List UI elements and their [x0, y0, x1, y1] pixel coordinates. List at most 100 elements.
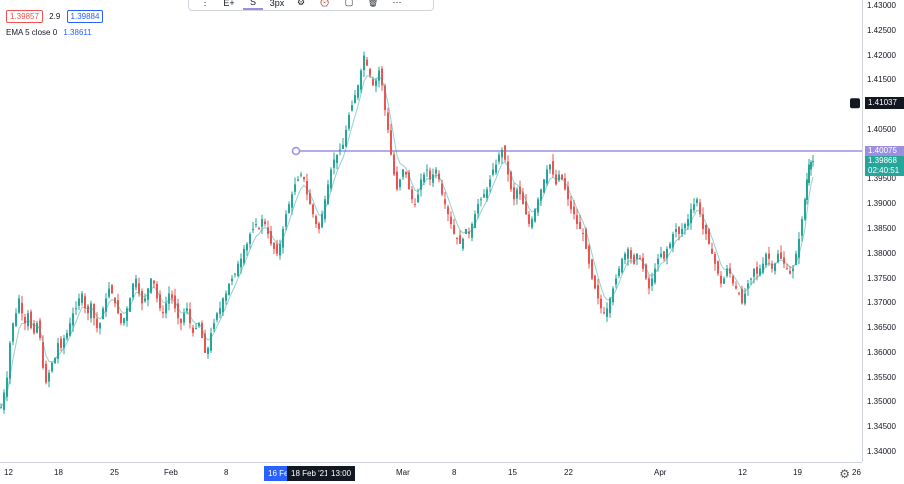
candle: [426, 164, 428, 177]
candle: [192, 324, 194, 337]
candle: [603, 306, 605, 315]
candle: [615, 274, 617, 289]
candle: [108, 282, 110, 299]
candle: [183, 308, 185, 326]
candle: [477, 198, 479, 219]
candle: [186, 302, 188, 315]
candle: [375, 78, 377, 93]
price-chart[interactable]: [0, 0, 862, 462]
candle: [579, 214, 581, 230]
alert-icon[interactable]: ⏰: [319, 0, 331, 7]
price-tick-label: 1.36000: [867, 347, 896, 357]
candle: [690, 203, 692, 230]
candle: [111, 283, 113, 294]
candle: [582, 228, 584, 242]
delete-icon[interactable]: 🗑: [367, 0, 379, 7]
candle: [249, 232, 251, 249]
candle: [252, 221, 254, 233]
candle: [102, 306, 104, 320]
range-end-chip[interactable]: 18 Feb '21: [287, 466, 333, 481]
candle: [543, 178, 545, 194]
candle: [558, 170, 560, 183]
candle: [621, 257, 623, 274]
candle: [498, 152, 500, 165]
candle: [246, 242, 248, 256]
candle: [444, 191, 446, 209]
candle: [57, 337, 59, 364]
candle: [216, 311, 218, 323]
candle: [351, 100, 353, 112]
candle: [812, 155, 814, 167]
candle: [159, 290, 161, 312]
price-scale[interactable]: 1.430001.425001.420001.415001.410001.405…: [862, 0, 904, 462]
more-icon[interactable]: ⋯: [392, 0, 402, 7]
candle: [321, 210, 323, 229]
candle: [162, 305, 164, 319]
line-width-icon[interactable]: 3px: [269, 0, 285, 8]
range-start-chip[interactable]: 16 Fe: [264, 466, 293, 481]
range-time-chip[interactable]: 13:00: [327, 466, 356, 481]
candle: [753, 268, 755, 284]
candle: [576, 208, 578, 230]
candle: [204, 329, 206, 354]
candle: [336, 154, 338, 170]
chart-pane[interactable]: 1.39857 2.9 1.39884 EMA 5 close 0 1.3861…: [0, 0, 862, 462]
candle: [429, 167, 431, 186]
line-color-icon[interactable]: S: [243, 0, 263, 10]
candle: [567, 181, 569, 206]
candle: [546, 165, 548, 186]
last-price-chip[interactable]: 1.39868 02:40:51: [865, 156, 904, 177]
settings-icon[interactable]: ⚙: [296, 0, 306, 7]
candle: [129, 297, 131, 312]
marker-icon[interactable]: [850, 98, 860, 109]
candle: [806, 172, 808, 205]
ray-anchor-handle[interactable]: [291, 146, 301, 156]
candle: [618, 266, 620, 279]
price-tick-label: 1.41500: [867, 75, 896, 85]
settings-gear-icon[interactable]: ⚙: [839, 467, 850, 481]
candle: [525, 194, 527, 215]
lock-icon[interactable]: ▢: [344, 0, 354, 7]
time-tick-label: 8: [224, 468, 229, 477]
drag-handle-icon[interactable]: ⋮: [200, 0, 210, 7]
candle: [405, 171, 407, 178]
hline-price-chip[interactable]: 1.40075: [865, 145, 904, 156]
time-tick-label: 18: [54, 468, 63, 477]
time-tick-label: 12: [738, 468, 747, 477]
candle: [297, 176, 299, 182]
candle: [315, 214, 317, 228]
candle: [339, 143, 341, 156]
candle: [717, 260, 719, 276]
ema-line[interactable]: [0, 75, 814, 408]
candle: [747, 279, 749, 296]
price-tick-label: 1.40500: [867, 124, 896, 134]
price-marker-chip[interactable]: 1.41037: [865, 97, 904, 110]
bid-badge[interactable]: 1.39857: [6, 10, 43, 23]
candle: [462, 237, 464, 251]
candle: [96, 312, 98, 333]
candle: [801, 216, 803, 242]
candle: [450, 211, 452, 229]
candle: [33, 319, 35, 335]
candle: [258, 226, 260, 230]
candle: [741, 285, 743, 305]
candle: [48, 369, 50, 388]
candle: [276, 239, 278, 257]
candle: [318, 221, 320, 234]
price-tick-label: 1.42500: [867, 25, 896, 35]
candle: [447, 204, 449, 222]
candle: [207, 346, 209, 359]
candle: [396, 166, 398, 191]
candle: [237, 260, 239, 277]
time-tick-label: Feb: [164, 468, 178, 477]
ema-legend[interactable]: EMA 5 close 0 1.38611: [6, 28, 107, 37]
candle: [300, 171, 302, 178]
candle: [69, 317, 71, 337]
candle: [471, 222, 473, 242]
candle: [330, 167, 332, 192]
candle: [489, 175, 491, 193]
ask-badge[interactable]: 1.39884: [66, 10, 104, 23]
candle: [516, 187, 518, 205]
add-text-icon[interactable]: E+: [223, 0, 235, 8]
time-scale[interactable]: ⚙ 12 18 25 Feb 8 Mar 8 15 22 Apr 12 19 26 16 Fe 18 Feb…: [0, 462, 862, 484]
